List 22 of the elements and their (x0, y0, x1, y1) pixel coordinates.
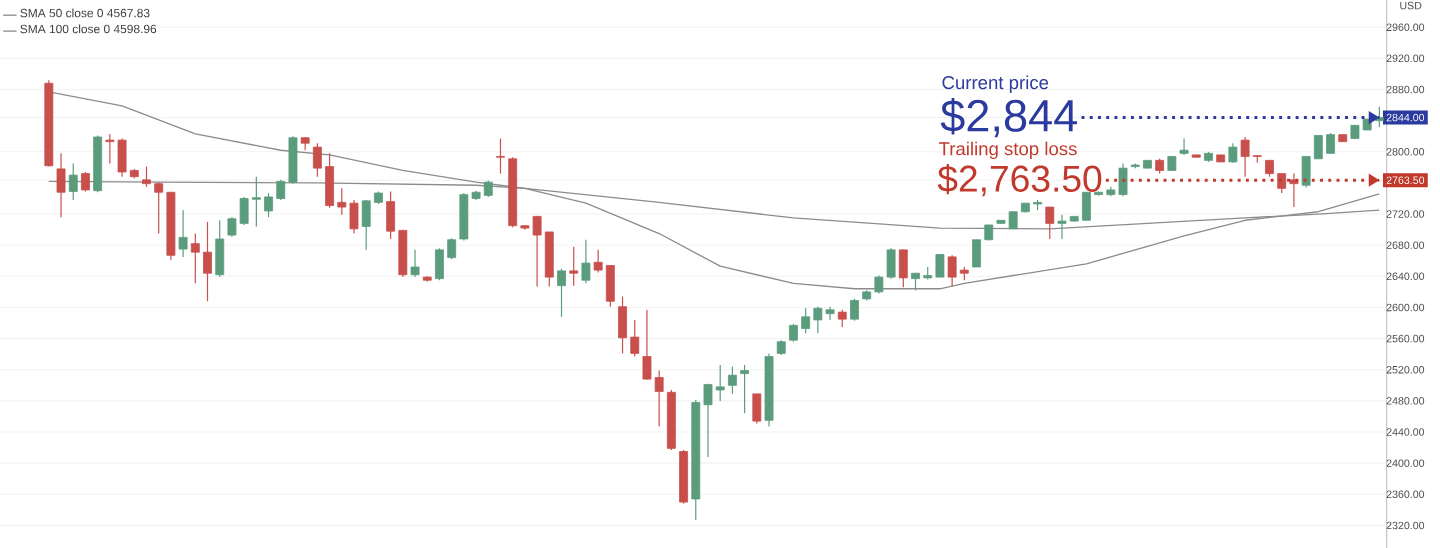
candlestick (496, 137, 505, 175)
candlestick (581, 239, 591, 284)
annotation: Trailing stop loss (939, 141, 1077, 160)
candlestick (557, 267, 566, 318)
candlestick (410, 249, 420, 278)
candlestick (1179, 137, 1189, 156)
candlestick (1228, 142, 1238, 164)
annotation: Current price (942, 75, 1049, 93)
candlestick (850, 298, 859, 322)
candlestick (56, 152, 66, 218)
line-series (48, 91, 1381, 290)
ref-line-label: $2,763.50 (937, 164, 1102, 197)
candlestick (727, 366, 737, 395)
candlestick (569, 246, 579, 287)
candlestick (752, 393, 762, 425)
ref-line-label: $2,844 (940, 97, 1077, 138)
candlestick (68, 162, 78, 201)
candlestick (178, 209, 188, 258)
candlestick (215, 219, 225, 278)
candlestick (1045, 206, 1055, 240)
candlestick (740, 364, 750, 414)
candlestick (898, 249, 908, 288)
